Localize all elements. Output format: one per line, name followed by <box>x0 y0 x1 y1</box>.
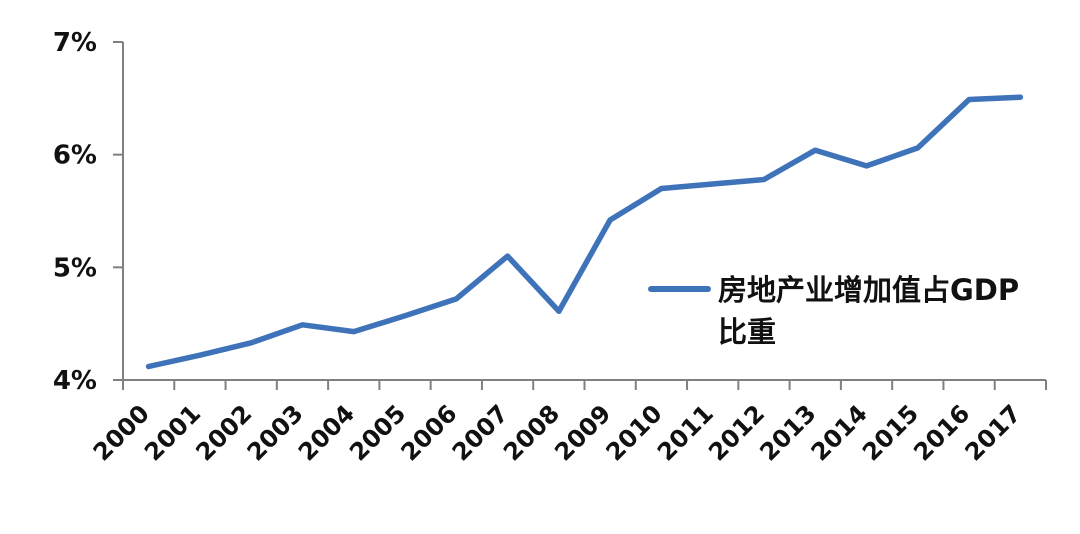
series-line <box>145 94 1024 370</box>
x-axis-tick-label: 2017 <box>960 399 1027 466</box>
y-axis-tick-label: 4% <box>53 366 97 396</box>
legend-label: 房地产业增加值占GDP <box>718 273 1019 307</box>
x-axis-tick-label: 2000 <box>88 399 155 466</box>
x-axis-tick-label: 2011 <box>652 399 719 466</box>
x-axis-tick-label: 2007 <box>447 399 514 466</box>
x-axis-tick-label: 2005 <box>344 399 411 466</box>
x-axis-tick-label: 2012 <box>703 399 770 466</box>
x-axis-tick-label: 2014 <box>806 399 873 466</box>
y-axis-tick-label: 6% <box>53 141 97 171</box>
x-axis-tick-label: 2015 <box>857 399 924 466</box>
x-axis-tick-label: 2003 <box>242 399 309 466</box>
x-axis-tick-label: 2006 <box>396 399 463 466</box>
x-axis-tick-label: 2001 <box>139 399 206 466</box>
x-axis-tick-label: 2002 <box>190 399 257 466</box>
x-axis-tick-label: 2013 <box>754 399 821 466</box>
y-axis-tick-label: 7% <box>53 28 97 58</box>
x-axis-tick-label: 2016 <box>908 399 975 466</box>
x-axis-tick-label: 2010 <box>601 399 668 466</box>
legend-label: 比重 <box>718 315 776 349</box>
y-axis-tick-label: 5% <box>53 253 97 283</box>
x-axis-tick-label: 2008 <box>498 399 565 466</box>
x-axis-tick-label: 2009 <box>549 399 616 466</box>
x-axis-tick-label: 2004 <box>293 399 360 466</box>
